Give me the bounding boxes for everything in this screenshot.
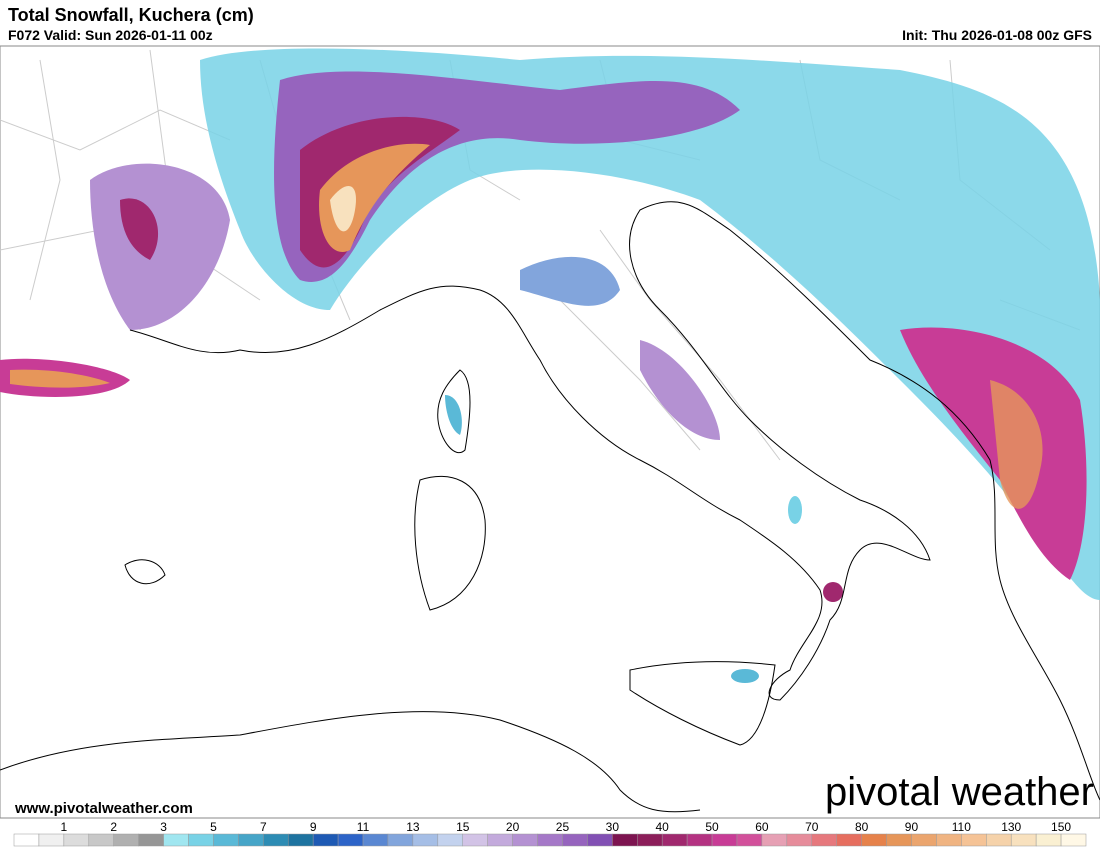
color-swatch xyxy=(63,833,90,847)
color-swatch xyxy=(263,833,289,847)
color-swatch xyxy=(612,833,638,847)
colorbar-label: 5 xyxy=(210,820,217,834)
colorbar-label: 80 xyxy=(855,820,869,834)
valid-time: F072 Valid: Sun 2026-01-11 00z xyxy=(8,27,213,43)
color-swatch xyxy=(637,833,663,847)
color-swatch xyxy=(811,833,837,847)
color-swatch xyxy=(562,833,588,847)
color-swatch xyxy=(686,833,713,847)
color-swatch xyxy=(911,833,937,847)
color-swatch xyxy=(337,833,364,847)
color-swatch xyxy=(88,833,114,847)
colorbar-label: 130 xyxy=(1001,820,1021,834)
colorbar-label: 90 xyxy=(905,820,919,834)
colorbar-label: 50 xyxy=(705,820,719,834)
color-swatch xyxy=(736,833,763,847)
color-swatch xyxy=(861,833,887,847)
color-swatch xyxy=(312,833,339,847)
color-swatch xyxy=(38,833,65,847)
colorbar-label: 20 xyxy=(506,820,520,834)
color-swatch xyxy=(113,833,139,847)
init-time: Init: Thu 2026-01-08 00z GFS xyxy=(902,27,1092,43)
color-swatch xyxy=(188,833,214,847)
colorbar-label: 2 xyxy=(110,820,117,834)
color-swatch xyxy=(487,833,513,847)
coastlines xyxy=(0,201,1100,813)
map xyxy=(0,45,1100,819)
colorbar-label: 25 xyxy=(556,820,570,834)
colorbar-label: 11 xyxy=(357,820,370,834)
color-swatch xyxy=(661,833,688,847)
color-swatch xyxy=(362,833,389,847)
color-swatch xyxy=(761,833,788,847)
color-swatch xyxy=(986,833,1012,847)
color-swatch xyxy=(387,833,414,847)
color-swatch xyxy=(886,833,912,847)
color-swatch xyxy=(13,833,40,847)
colorbar-label: 110 xyxy=(952,820,971,834)
brand-logo: pivotal weather xyxy=(825,770,1094,814)
color-swatch xyxy=(537,833,563,847)
colorbar-label: 9 xyxy=(310,820,317,834)
colorbar-label: 7 xyxy=(260,820,267,834)
colorbar-label: 1 xyxy=(61,820,68,834)
color-swatch xyxy=(138,833,164,847)
colorbar-label: 13 xyxy=(406,820,420,834)
color-swatch xyxy=(961,833,987,847)
color-swatch xyxy=(287,833,314,847)
snow-shading xyxy=(0,48,1100,683)
colorbar-label: 150 xyxy=(1051,820,1071,834)
map-title: Total Snowfall, Kuchera (cm) xyxy=(8,5,254,25)
color-swatch xyxy=(437,833,463,847)
color-swatch xyxy=(587,833,613,847)
color-swatch xyxy=(238,833,264,847)
color-swatch xyxy=(836,833,862,847)
color-swatch xyxy=(213,833,239,847)
color-swatch xyxy=(786,833,813,847)
colorbar-label: 40 xyxy=(656,820,670,834)
color-swatch xyxy=(512,833,538,847)
colorbar-label: 30 xyxy=(606,820,620,834)
colorbar-label: 70 xyxy=(805,820,819,834)
color-swatch xyxy=(163,833,189,847)
color-swatch xyxy=(1035,833,1062,847)
color-swatch xyxy=(462,833,488,847)
color-swatch xyxy=(1010,833,1037,847)
colorbar: 1 2 3 5 7 9 11 13 15 20 25 30 40 50 60 70 80 90 110 130 150 xyxy=(13,820,1087,847)
color-swatch xyxy=(936,833,962,847)
color-swatch xyxy=(1060,833,1087,847)
colorbar-label: 3 xyxy=(160,820,167,834)
website-url: www.pivotalweather.com xyxy=(14,800,193,817)
color-swatch xyxy=(412,833,439,847)
colorbar-label: 15 xyxy=(456,820,470,834)
color-swatch xyxy=(711,833,738,847)
colorbar-label: 60 xyxy=(755,820,769,834)
